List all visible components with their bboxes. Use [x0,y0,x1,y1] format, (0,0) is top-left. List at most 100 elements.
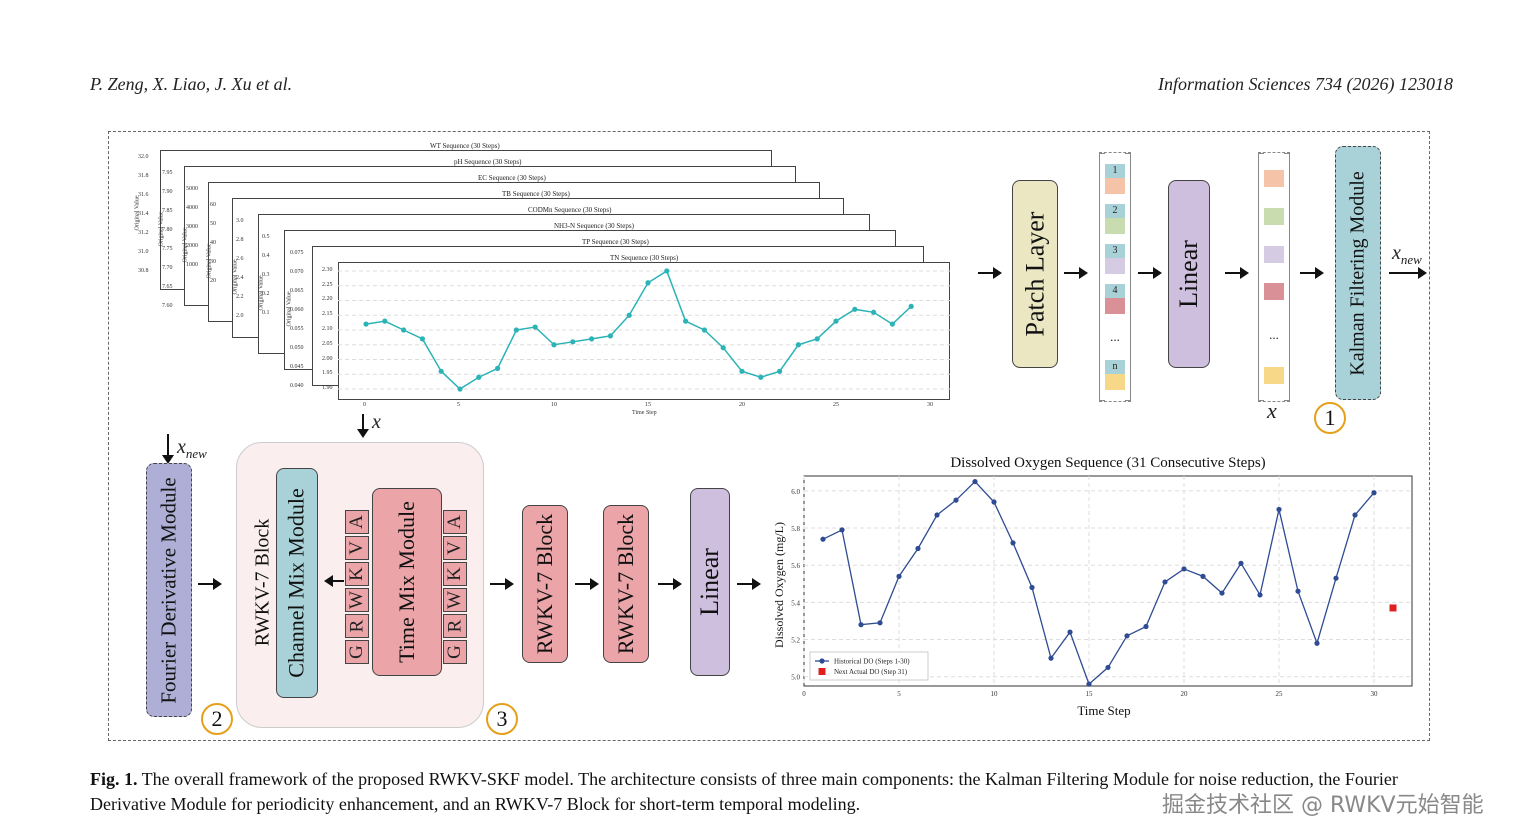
tn-point [664,268,670,274]
sequence-card-front-title: TN Sequence (30 Steps) [610,254,679,262]
chart-ytick-label: 5.8 [791,525,800,533]
chart-point [1067,629,1073,635]
chart-ylabel: Dissolved Oxygen (mg/L) [772,522,786,648]
tn-point [889,321,896,327]
sequence-card-ylabel: Original Value [158,211,165,247]
rwkv-block-2: RWKV-7 Block [522,505,568,663]
sequence-card-ytick: 0.055 [290,326,304,332]
component-marker-1: 1 [1314,402,1346,434]
chart-point [1200,573,1206,579]
patch-layer-label: Patch Layer [1020,211,1050,337]
gate-letter-a: A [345,510,369,534]
chart-point [1124,633,1130,639]
linear-bottom-label: Linear [695,548,724,616]
patch-cell-number: ... [1110,329,1120,344]
chart-point [972,478,978,485]
chart-point [1010,540,1016,546]
component-marker-2: 2 [201,703,233,735]
sequence-card-ytick: 0.045 [290,364,304,370]
chart-point [896,573,902,579]
sequence-card-front [338,262,950,400]
sequence-card-ytick: 60 [210,202,216,208]
chart-point [1371,490,1377,496]
chart-ytick-label: 5.2 [791,637,800,645]
sequence-card-ylabel: Original Value [258,275,265,311]
chart-point [953,497,959,503]
arrow-cells-to-linear [1138,267,1162,279]
tn-point [777,368,783,374]
chart-ytick-label: 5.0 [791,674,800,682]
sequence-card-ytick: 0.070 [290,269,304,275]
sequence-card-ytick: 0.065 [290,288,304,294]
sequence-card-ylabel: Original Value [286,291,293,327]
tn-point [382,318,388,324]
arrow-linear-to-chart [737,578,761,590]
arrow-fourier-to-rwkv [198,578,222,590]
chart-series-line [822,480,1375,686]
tn-ytick: 2.20 [322,296,333,303]
linear-top-label: Linear [1174,240,1203,308]
chart-legend-marker [819,658,825,664]
patch-cell [1105,178,1125,194]
gate-letter-r: R [345,614,369,638]
running-head-journal: Information Sciences 734 (2026) 123018 [1158,74,1453,94]
kalman-label: Kalman Filtering Module [1346,170,1369,376]
do-sequence-chart: 5.0 5.2 5.4 5.6 5.8 6.0 0 5 10 15 20 25 30 Dissolved … [772,455,1413,718]
gate-letter-w: W [345,588,369,612]
chart-xtick-label: 0 [802,690,806,698]
rwkv-block-title-wrap: RWKV-7 Block [248,455,278,710]
x-cells-column [1258,152,1290,402]
arrow-kalman-out [1389,267,1427,279]
chart-point [1219,590,1225,596]
chart-legend-label: Next Actual DO (Step 31) [834,668,908,676]
sequence-card-ytick: 0.2 [262,291,270,297]
chart-point [1295,588,1301,594]
tn-ytick: 2.15 [322,311,333,318]
sequence-card-ytick: 0.1 [262,310,270,316]
tn-point [626,312,632,318]
tn-point [871,309,877,315]
x-cell-ellipsis: ... [1269,327,1279,342]
sequence-card-ytick: 1000 [186,262,198,268]
tn-point [607,333,613,339]
sequence-card-ytick: 2000 [186,243,198,249]
tn-xtick: 0 [363,402,366,408]
chart-point [991,499,997,505]
chart-ytick-label: 5.4 [791,599,800,607]
patch-cell-number: 1 [1105,164,1125,178]
tn-point [532,324,538,330]
tn-ytick: 2.00 [322,355,333,362]
sequence-card-ytick: 40 [210,240,216,246]
chart-point [858,622,864,628]
patch-cell [1105,218,1125,234]
chart-point [1105,664,1111,671]
tn-point [476,374,482,380]
sequence-card-ylabel: Original Value [182,227,189,263]
sequence-card-ytick: 7.65 [162,284,173,290]
sequence-card-ytick: 7.75 [162,246,173,252]
patch-cell-number: 4 [1105,284,1125,298]
caption-text: The overall framework of the proposed RW… [90,769,1398,814]
sequence-card-title: CODMn Sequence (30 Steps) [528,206,612,214]
sequence-card-ytick: 0.050 [290,345,304,351]
gate-letter-v: V [345,536,369,560]
sequence-card-title: TB Sequence (30 Steps) [502,190,570,198]
linear-bottom-box: Linear [690,488,730,676]
sequence-card-ytick: 2.0 [236,313,244,319]
sequence-card-ytick: 31.4 [138,211,149,217]
sequence-card-title: WT Sequence (30 Steps) [430,142,500,150]
tn-point [720,345,726,351]
sequence-card-ytick: 5000 [186,186,198,192]
arrow-xnew-down [162,434,174,464]
sequence-card-ylabel: Original Value [206,243,213,279]
sequence-card-ytick: 31.8 [138,173,149,179]
tn-ytick: 2.30 [322,266,333,273]
gate-letter-r: R [443,614,467,638]
tn-ytick: 2.25 [322,281,333,288]
time-mix-module: Time Mix Module [372,488,442,676]
tn-point [551,342,557,348]
chart-point [1352,512,1358,518]
rwkv-block-3-label: RWKV-7 Block [613,513,639,655]
chart-point [877,620,883,626]
chart-point [915,545,921,552]
